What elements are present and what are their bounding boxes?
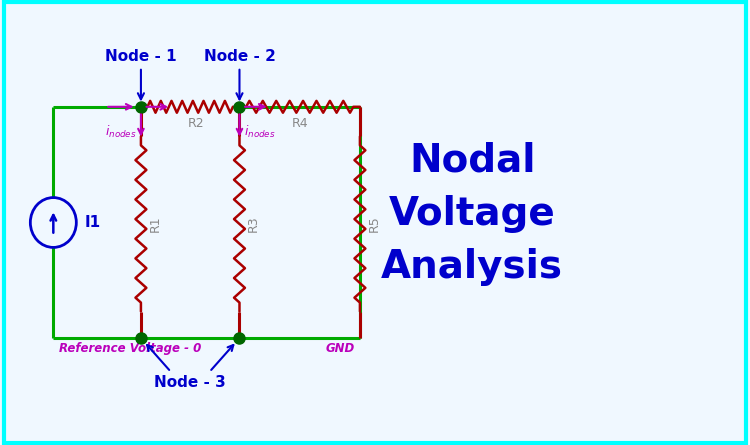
Text: $i_{nodes}$: $i_{nodes}$ bbox=[244, 123, 275, 140]
Text: Node - 2: Node - 2 bbox=[203, 49, 275, 99]
Text: R5: R5 bbox=[368, 216, 380, 232]
Text: Nodal
Voltage
Analysis: Nodal Voltage Analysis bbox=[381, 142, 563, 286]
Text: $i_{nodes}$: $i_{nodes}$ bbox=[105, 123, 137, 140]
Text: R4: R4 bbox=[292, 117, 308, 130]
Text: R2: R2 bbox=[188, 117, 204, 130]
Text: I1: I1 bbox=[85, 215, 100, 230]
Text: GND: GND bbox=[326, 342, 355, 356]
Text: R1: R1 bbox=[148, 216, 161, 232]
Text: R3: R3 bbox=[248, 216, 260, 232]
Text: Node - 3: Node - 3 bbox=[154, 375, 226, 390]
Text: Node - 1: Node - 1 bbox=[105, 49, 177, 99]
Text: Reference Voltage - 0: Reference Voltage - 0 bbox=[58, 342, 201, 356]
